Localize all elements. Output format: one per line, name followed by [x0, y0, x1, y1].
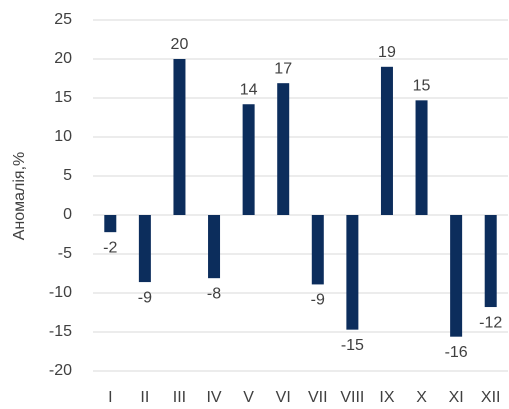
bar — [346, 215, 359, 330]
x-tick-label: VIII — [340, 389, 364, 406]
bar — [242, 104, 255, 215]
x-tick-label: III — [173, 389, 186, 406]
y-tick-label: 25 — [54, 11, 72, 28]
bar — [380, 66, 393, 215]
x-tick-label: VII — [308, 389, 328, 406]
x-tick-label: I — [108, 389, 112, 406]
x-tick-label: XII — [481, 389, 501, 406]
bar — [415, 100, 428, 215]
data-label: -15 — [341, 337, 364, 354]
data-label: 17 — [274, 60, 292, 77]
y-tick-label: 15 — [54, 89, 72, 106]
x-tick-label: II — [140, 389, 149, 406]
data-label: 14 — [240, 81, 258, 98]
x-tick-label: V — [243, 389, 254, 406]
y-tick-label: -20 — [49, 362, 72, 379]
data-label: 20 — [171, 36, 189, 53]
x-tick-label: IV — [206, 389, 221, 406]
bar — [450, 215, 463, 337]
y-tick-label: -5 — [58, 245, 72, 262]
data-label: -8 — [207, 285, 221, 302]
y-tick-label: 10 — [54, 128, 72, 145]
x-tick-label: VI — [276, 389, 291, 406]
data-label: -9 — [138, 289, 152, 306]
data-label: -16 — [445, 344, 468, 361]
data-label: 15 — [413, 78, 431, 95]
y-tick-label: -15 — [49, 323, 72, 340]
data-label: -9 — [311, 292, 325, 309]
bar — [311, 215, 324, 285]
data-label: -12 — [479, 314, 502, 331]
y-tick-label: 5 — [63, 167, 72, 184]
x-tick-label: XI — [449, 389, 464, 406]
y-tick-label: 20 — [54, 50, 72, 67]
bar — [277, 83, 290, 216]
x-tick-label: IX — [379, 389, 394, 406]
data-label: -2 — [103, 239, 117, 256]
bar — [173, 59, 186, 215]
x-tick-label: X — [416, 389, 427, 406]
bar — [138, 215, 151, 283]
data-label: 19 — [378, 44, 396, 61]
bar — [484, 215, 497, 308]
bar — [208, 215, 221, 279]
y-tick-label: -10 — [49, 284, 72, 301]
bar — [104, 215, 117, 233]
y-axis-title: Аномалія,% — [11, 152, 28, 241]
y-tick-label: 0 — [63, 206, 72, 223]
